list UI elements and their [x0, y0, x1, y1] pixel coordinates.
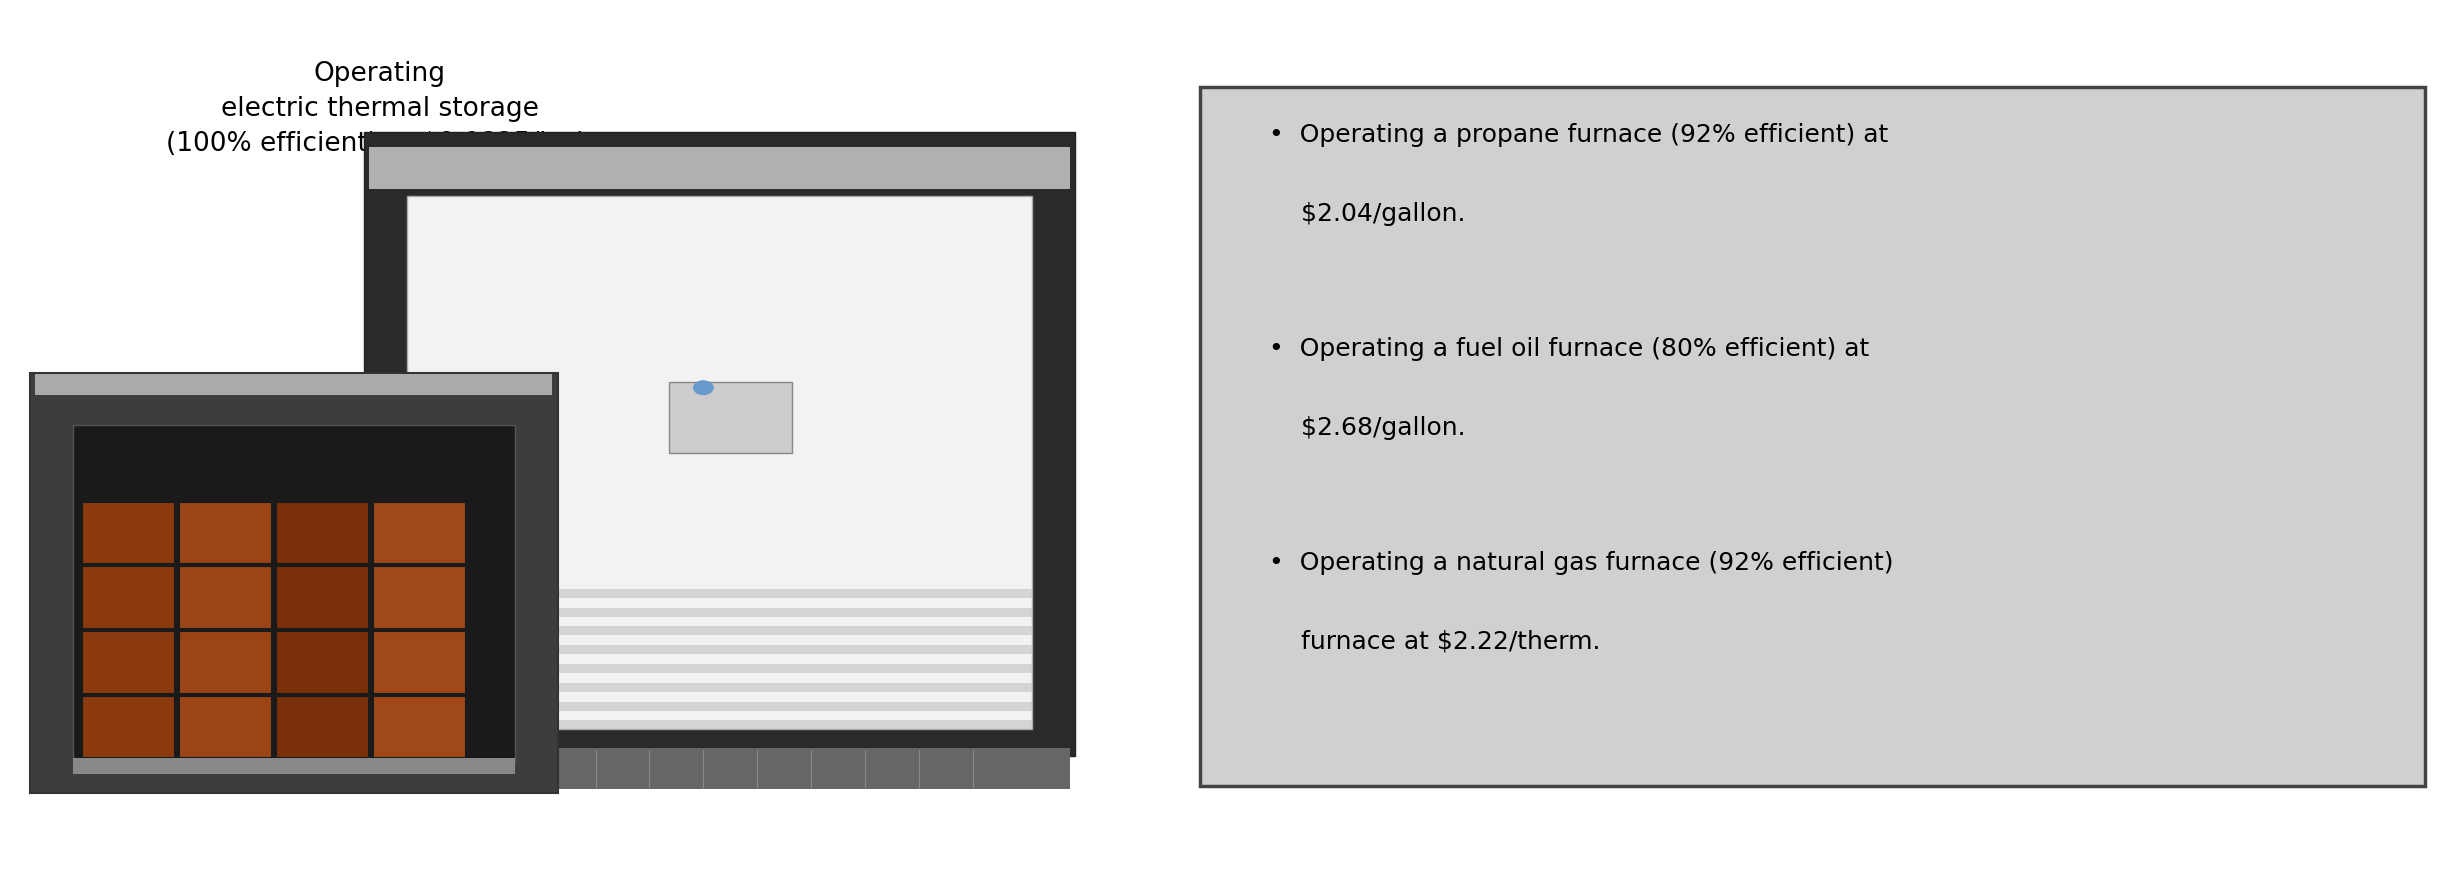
Text: •  Operating a natural gas furnace (92% efficient): • Operating a natural gas furnace (92% e… — [1269, 551, 1893, 575]
FancyBboxPatch shape — [34, 375, 553, 395]
FancyBboxPatch shape — [372, 696, 465, 757]
FancyBboxPatch shape — [407, 196, 1031, 729]
Circle shape — [693, 381, 713, 395]
FancyBboxPatch shape — [407, 645, 1031, 654]
Text: furnace at $2.22/therm.: furnace at $2.22/therm. — [1269, 629, 1599, 654]
Text: $2.04/gallon.: $2.04/gallon. — [1269, 202, 1465, 226]
Text: •  Operating a propane furnace (92% efficient) at: • Operating a propane furnace (92% effic… — [1269, 123, 1888, 148]
FancyBboxPatch shape — [407, 589, 1031, 598]
FancyBboxPatch shape — [407, 627, 1031, 636]
FancyBboxPatch shape — [29, 373, 558, 793]
FancyBboxPatch shape — [372, 631, 465, 692]
FancyBboxPatch shape — [73, 758, 514, 774]
FancyBboxPatch shape — [372, 502, 465, 563]
Text: Operating
electric thermal storage
(100% efficient) at $0.0825/kwh: Operating electric thermal storage (100%… — [167, 61, 593, 157]
FancyBboxPatch shape — [277, 631, 367, 692]
FancyBboxPatch shape — [277, 696, 367, 757]
FancyBboxPatch shape — [365, 133, 1075, 755]
FancyBboxPatch shape — [407, 720, 1031, 729]
Text: •  Operating a fuel oil furnace (80% efficient) at: • Operating a fuel oil furnace (80% effi… — [1269, 337, 1869, 361]
FancyBboxPatch shape — [372, 567, 465, 628]
FancyBboxPatch shape — [179, 696, 272, 757]
FancyBboxPatch shape — [179, 502, 272, 563]
FancyBboxPatch shape — [179, 631, 272, 692]
FancyBboxPatch shape — [407, 608, 1031, 616]
FancyBboxPatch shape — [407, 664, 1031, 673]
FancyBboxPatch shape — [277, 502, 367, 563]
FancyBboxPatch shape — [81, 567, 174, 628]
FancyBboxPatch shape — [81, 696, 174, 757]
Text: $2.68/gallon.: $2.68/gallon. — [1269, 416, 1465, 440]
FancyBboxPatch shape — [370, 148, 1070, 189]
FancyBboxPatch shape — [370, 748, 1070, 789]
FancyBboxPatch shape — [81, 631, 174, 692]
Text: is equivalent to:: is equivalent to: — [784, 423, 1053, 450]
FancyBboxPatch shape — [1200, 87, 2425, 786]
FancyBboxPatch shape — [277, 567, 367, 628]
FancyBboxPatch shape — [407, 702, 1031, 711]
FancyBboxPatch shape — [407, 683, 1031, 691]
FancyBboxPatch shape — [81, 502, 174, 563]
FancyBboxPatch shape — [669, 382, 791, 453]
FancyBboxPatch shape — [179, 567, 272, 628]
FancyBboxPatch shape — [73, 425, 514, 763]
